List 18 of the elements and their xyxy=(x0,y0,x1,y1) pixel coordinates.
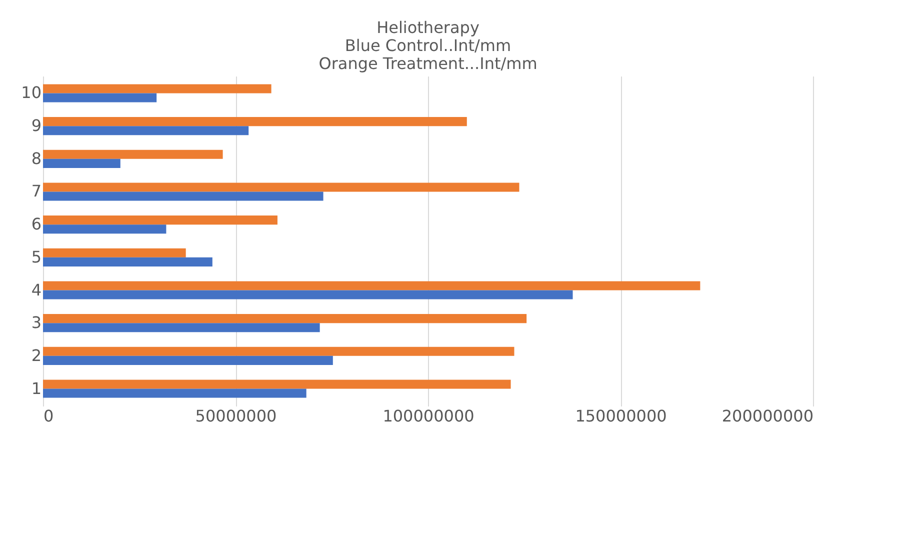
x-tick-label: 200000000 xyxy=(722,406,814,426)
text: Blue Control..Int/mm xyxy=(344,36,512,55)
y-tick-label: 3 xyxy=(31,313,42,332)
x-tick-label: 50000000 xyxy=(195,406,277,426)
y-tick-label: 6 xyxy=(31,214,42,234)
y-tick-label: 1 xyxy=(31,378,42,398)
y-tick-label: 10 xyxy=(21,83,42,102)
y-tick-label: 7 xyxy=(31,182,42,201)
x-tick-label: 150000000 xyxy=(575,406,667,426)
x-tick-label: 0 xyxy=(44,406,54,426)
text: Orange Treatment...Int/mm xyxy=(318,54,538,73)
y-tick-label: 2 xyxy=(31,346,42,365)
y-tick-label: 8 xyxy=(31,148,42,168)
y-tick-label: 9 xyxy=(31,116,42,136)
text: Heliotherapy xyxy=(376,18,480,37)
y-tick-label: 4 xyxy=(31,280,42,300)
x-tick-label: 100000000 xyxy=(382,406,474,426)
y-tick-label: 5 xyxy=(31,247,42,266)
